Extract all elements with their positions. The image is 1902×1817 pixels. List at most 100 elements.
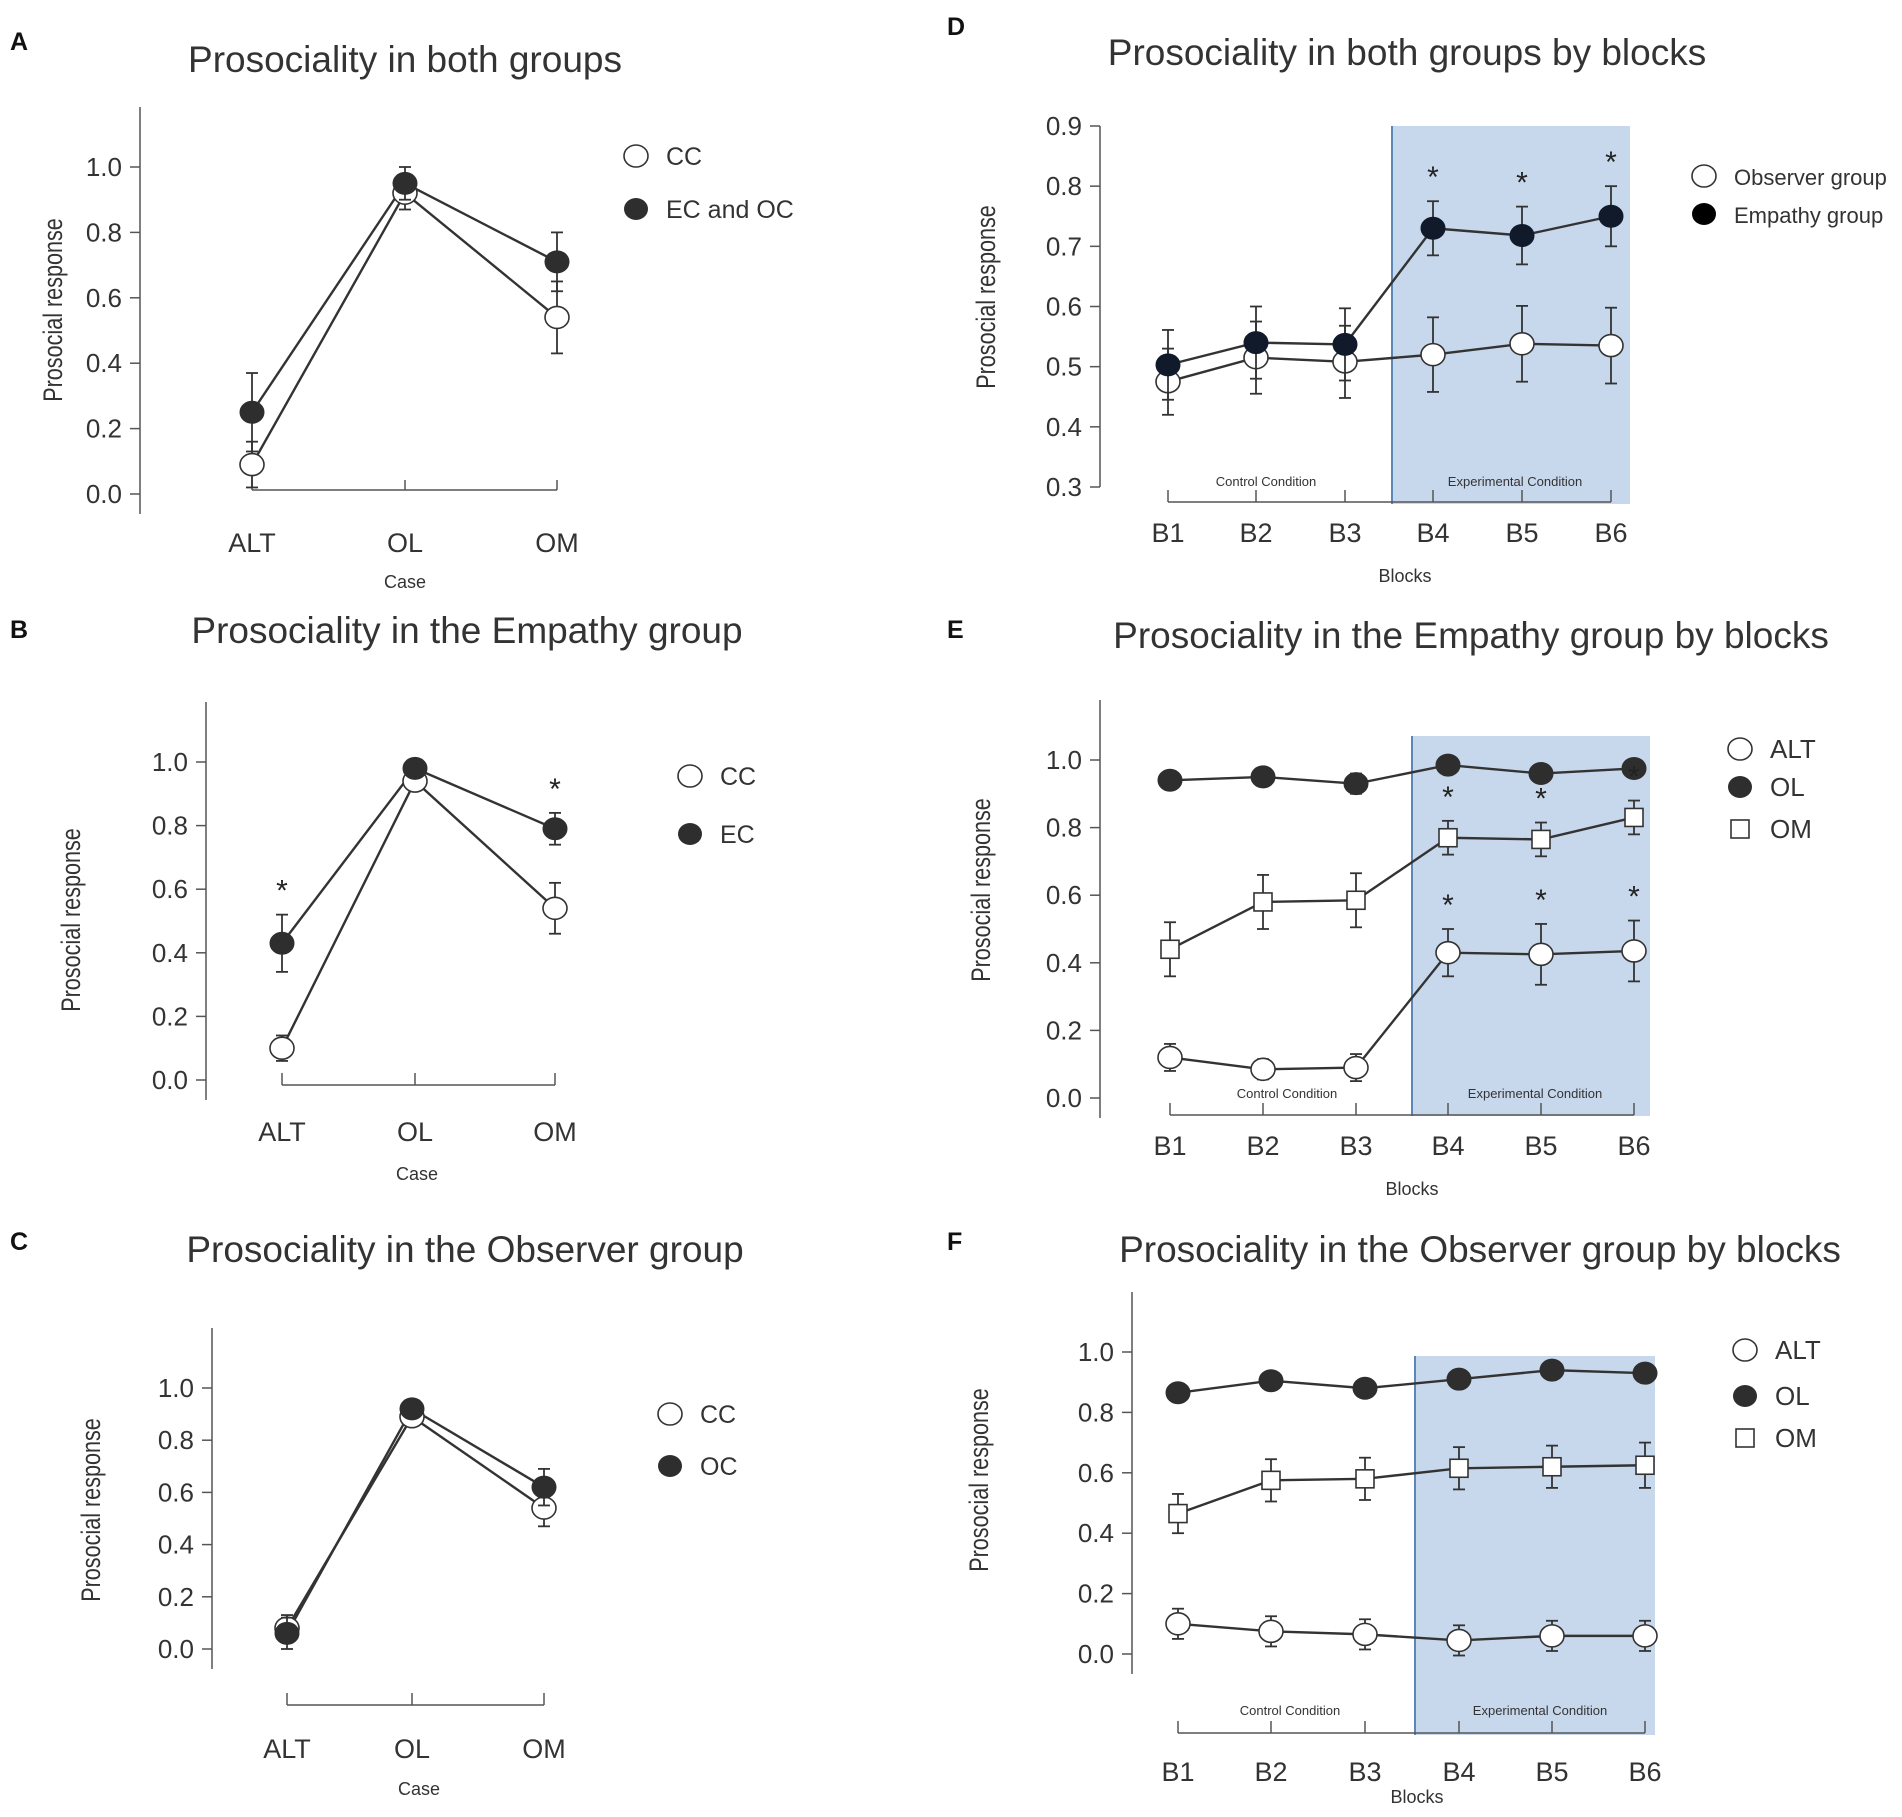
point-observer-group <box>1509 332 1535 356</box>
x-axis-label: Case <box>396 1164 438 1184</box>
series-line-om <box>1177 1464 1646 1515</box>
y-tick-label: 0.8 <box>158 1425 194 1455</box>
panel-f: F Prosociality in the Observer group by b… <box>947 1228 1841 1807</box>
x-tick-label: ALT <box>263 1734 311 1764</box>
series-line-cc <box>250 191 558 466</box>
legend-marker-oc <box>658 1455 682 1477</box>
x-tick-label: B4 <box>1431 1131 1464 1161</box>
point-alt <box>1539 1624 1565 1648</box>
x-tick-label: B5 <box>1524 1131 1557 1161</box>
y-tick-label: 0.0 <box>86 479 122 509</box>
significance-star: * <box>549 773 561 806</box>
x-tick-label: B2 <box>1254 1757 1287 1787</box>
series-line-ec-and-oc <box>251 181 558 413</box>
legend-marker-om <box>1735 1428 1755 1448</box>
legend-label-empathy-group: Empathy group <box>1734 203 1883 228</box>
control-condition-label: Control Condition <box>1216 474 1316 489</box>
point-empathy-group <box>1332 332 1358 356</box>
point-alt <box>1632 1624 1658 1648</box>
y-axis-label: Prosocial response <box>967 798 997 982</box>
experimental-region <box>1412 736 1650 1116</box>
x-tick-label: OM <box>522 1734 566 1764</box>
x-tick-label: B6 <box>1628 1757 1661 1787</box>
point-om <box>1531 829 1551 850</box>
series-line-ec <box>281 766 556 944</box>
chart-title: Prosociality in the Observer group <box>186 1229 743 1270</box>
y-tick-label: 0.6 <box>158 1477 194 1507</box>
point-oc <box>531 1475 557 1499</box>
legend-label-observer-group: Observer group <box>1734 165 1887 190</box>
chart-title: Prosociality in the Empathy group by blo… <box>1113 615 1829 656</box>
point-empathy-group <box>1155 353 1181 377</box>
legend-label-ol: OL <box>1770 772 1805 802</box>
point-om <box>1449 1458 1469 1479</box>
point-alt <box>1258 1619 1284 1644</box>
y-tick-label: 0.0 <box>158 1634 194 1664</box>
point-om <box>1438 827 1458 848</box>
y-axis-label: Prosocial response <box>57 828 87 1012</box>
y-tick-label: 1.0 <box>1078 1337 1114 1367</box>
y-tick-label: 0.0 <box>1046 1083 1082 1113</box>
significance-star: * <box>1535 884 1547 917</box>
x-tick-label: B5 <box>1505 518 1538 548</box>
point-om <box>1542 1456 1562 1477</box>
series-line-observer-group <box>1167 342 1612 383</box>
experimental-condition-label: Experimental Condition <box>1473 1703 1607 1718</box>
y-tick-label: 1.0 <box>86 152 122 182</box>
point-ol <box>1343 772 1369 796</box>
y-tick-label: 0.5 <box>1046 352 1082 382</box>
y-tick-label: 0.8 <box>1046 171 1082 201</box>
significance-star: * <box>1442 889 1454 922</box>
panel-letter: E <box>947 616 964 644</box>
legend-label-ec: EC <box>720 821 755 849</box>
point-empathy-group <box>1598 204 1624 228</box>
point-ol <box>1157 768 1183 792</box>
y-tick-label: 0.7 <box>1046 231 1082 261</box>
experimental-condition-label: Experimental Condition <box>1468 1086 1602 1101</box>
y-tick-label: 0.3 <box>1046 472 1082 502</box>
y-tick-label: 0.0 <box>1078 1639 1114 1669</box>
legend-label-om: OM <box>1775 1423 1817 1453</box>
point-ol <box>1621 756 1647 780</box>
x-tick-label: B3 <box>1339 1131 1372 1161</box>
experimental-region <box>1415 1356 1655 1735</box>
point-om <box>1624 807 1644 828</box>
x-tick-label: ALT <box>228 528 276 558</box>
legend-marker-ol <box>1733 1385 1757 1407</box>
control-condition-label: Control Condition <box>1240 1703 1340 1718</box>
panel-b: B Prosociality in the Empathy group 0.0 0.2… <box>10 610 756 1184</box>
point-om <box>1261 1470 1281 1491</box>
x-tick-label: B5 <box>1535 1757 1568 1787</box>
panel-letter: C <box>10 1228 28 1256</box>
series-line-oc <box>285 1407 545 1634</box>
chart-title: Prosociality in both groups by blocks <box>1108 32 1706 73</box>
legend-label-cc: CC <box>666 143 702 171</box>
point-om <box>1635 1455 1655 1476</box>
legend-marker-cc <box>623 144 649 168</box>
significance-star: * <box>1605 146 1617 179</box>
y-tick-label: 1.0 <box>152 747 188 777</box>
significance-star: * <box>276 875 288 908</box>
x-axis-label: Blocks <box>1390 1787 1443 1807</box>
legend-label-alt: ALT <box>1775 1335 1821 1365</box>
point-oc <box>274 1621 300 1645</box>
legend-marker-ol <box>1728 776 1752 798</box>
y-axis-label: Prosocial response <box>965 1388 995 1572</box>
point-cc <box>239 452 265 477</box>
y-tick-label: 1.0 <box>158 1373 194 1403</box>
point-ec-and-oc <box>392 171 418 195</box>
y-tick-label: 0.2 <box>152 1001 188 1031</box>
point-cc <box>544 305 570 330</box>
point-alt <box>1435 940 1461 965</box>
y-tick-label: 0.8 <box>1078 1397 1114 1427</box>
significance-star: * <box>1442 781 1454 814</box>
legend-marker-alt <box>1727 737 1753 761</box>
panel-letter: A <box>10 28 28 56</box>
experimental-condition-label: Experimental Condition <box>1448 474 1582 489</box>
significance-star: * <box>1628 881 1640 914</box>
point-empathy-group <box>1420 216 1446 240</box>
series-line-alt <box>1177 1622 1645 1642</box>
x-tick-label: B1 <box>1151 518 1184 548</box>
y-tick-label: 0.8 <box>86 217 122 247</box>
point-alt <box>1528 942 1554 967</box>
